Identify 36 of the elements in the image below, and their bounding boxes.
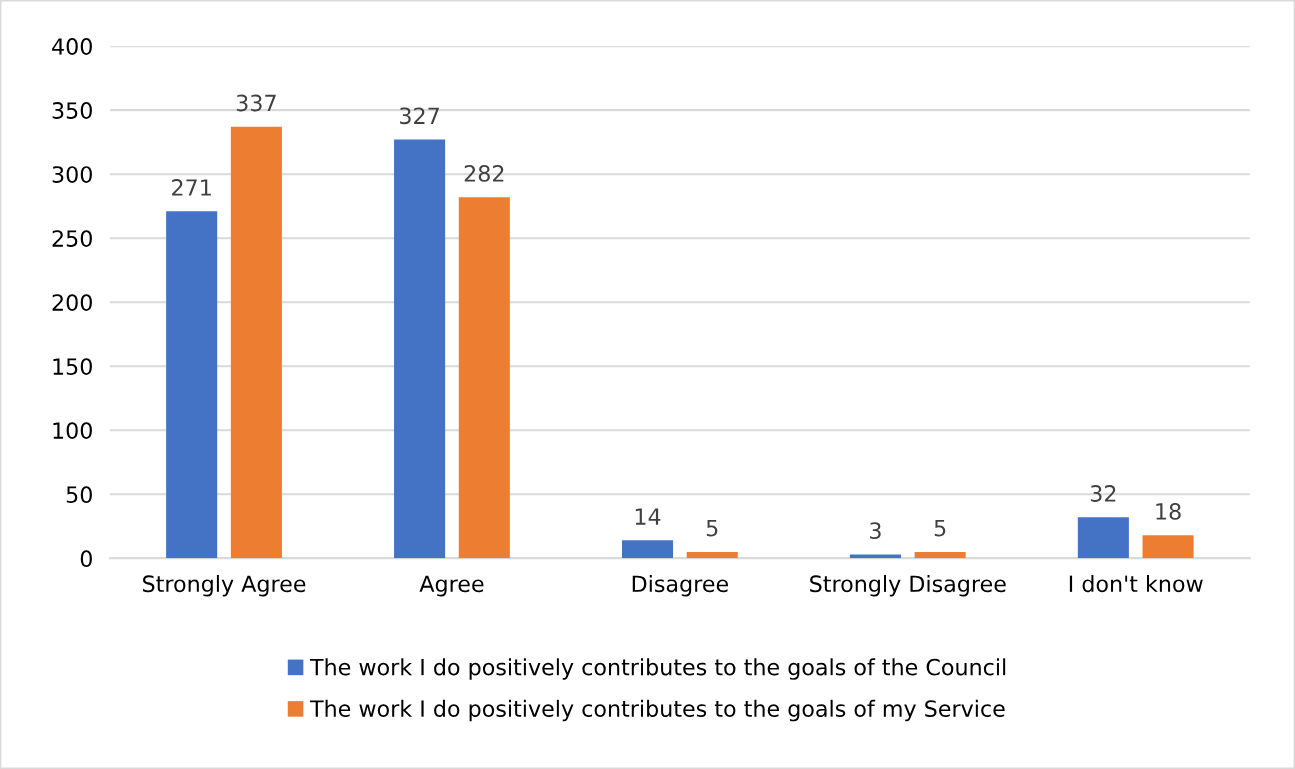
bar <box>1142 535 1194 559</box>
y-tick-label: 50 <box>66 486 92 504</box>
data-label: 32 <box>1090 485 1116 502</box>
x-tick-label: Disagree <box>632 574 728 597</box>
y-tick-label: 350 <box>52 102 92 119</box>
x-tick-label: Agree <box>419 575 484 597</box>
bar <box>1077 517 1129 559</box>
data-label: 18 <box>1156 503 1181 520</box>
y-tick-label: 250 <box>52 230 92 247</box>
data-label: 271 <box>172 179 211 196</box>
bar <box>849 554 901 559</box>
y-tick-label: 400 <box>52 38 92 55</box>
bar <box>230 126 282 559</box>
bar <box>458 197 510 559</box>
bar <box>914 551 966 559</box>
bar <box>621 540 674 559</box>
y-tick-label: 150 <box>53 358 92 375</box>
y-tick-label: 100 <box>53 422 92 440</box>
y-tick-label: 200 <box>52 294 92 311</box>
y-tick-label: 300 <box>52 166 92 183</box>
data-label: 337 <box>236 94 276 112</box>
legend-label: The work I do positively contributes to the goals of my Service <box>309 699 1005 722</box>
x-tick-label: I don't know <box>1069 574 1203 593</box>
data-label: 5 <box>934 519 946 537</box>
bar <box>394 139 446 559</box>
bar <box>686 551 738 559</box>
data-label: 327 <box>400 107 439 125</box>
data-label: 3 <box>870 522 881 540</box>
data-label: 5 <box>706 519 718 537</box>
y-tick-label: 0 <box>80 550 92 568</box>
x-tick-label: Strongly Agree <box>143 574 306 597</box>
data-label: 14 <box>635 508 661 525</box>
x-tick-label: Strongly Disagree <box>810 574 1006 597</box>
data-label: 282 <box>464 165 504 182</box>
legend-label: The work I do positively contributes to the goals of the Council <box>309 658 1006 680</box>
bar <box>166 211 218 559</box>
